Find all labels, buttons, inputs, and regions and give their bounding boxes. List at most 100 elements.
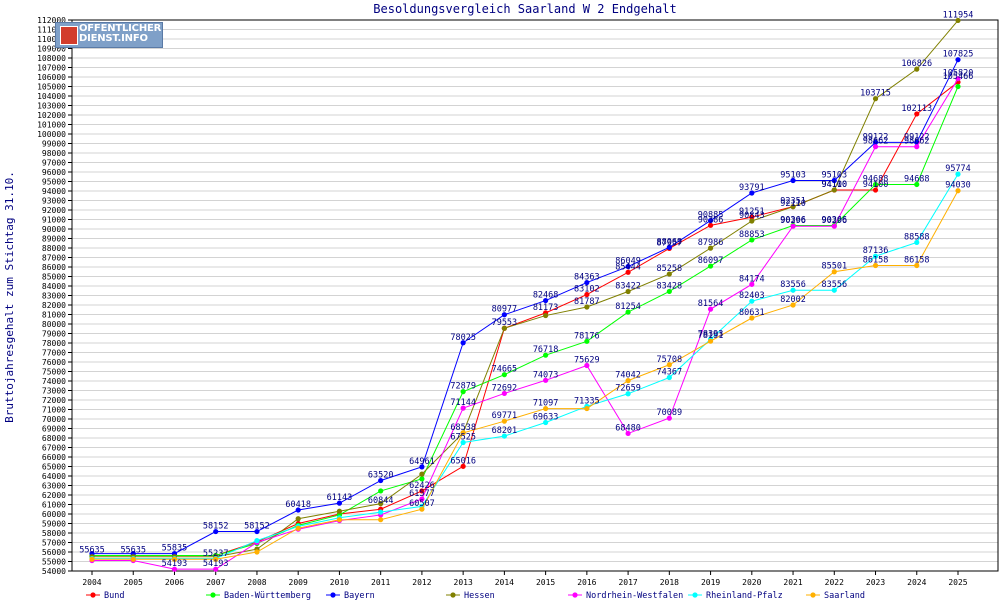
y-tick-label: 58000	[42, 529, 66, 538]
data-label: 98662	[863, 137, 889, 147]
legend-label: Saarland	[824, 591, 865, 600]
data-point	[625, 309, 631, 315]
data-label: 64961	[409, 457, 435, 467]
data-point	[501, 390, 507, 397]
y-tick-label: 103000	[37, 102, 66, 111]
x-tick-label: 2012	[412, 578, 431, 587]
data-point	[501, 372, 507, 378]
data-label: 85501	[821, 262, 847, 272]
y-tick-label: 63000	[42, 482, 66, 491]
y-tick-label: 98000	[42, 149, 66, 158]
y-tick-label: 64000	[42, 472, 66, 481]
data-label: 69771	[492, 411, 518, 421]
data-point	[955, 171, 961, 177]
data-point	[625, 269, 631, 275]
x-tick-label: 2014	[495, 578, 514, 587]
data-label: 81564	[698, 299, 724, 309]
data-label: 60507	[409, 499, 435, 509]
y-tick-label: 68000	[42, 434, 66, 443]
data-label: 86158	[863, 255, 889, 265]
data-point	[872, 139, 879, 145]
data-point	[543, 297, 549, 304]
data-point	[790, 177, 796, 184]
data-label: 55835	[162, 544, 188, 554]
y-tick-label: 55000	[42, 558, 66, 567]
data-point	[419, 476, 425, 482]
data-point	[831, 177, 837, 184]
data-label: 65016	[450, 456, 476, 466]
y-tick-label: 61000	[42, 501, 66, 510]
data-point	[378, 517, 384, 523]
data-point	[543, 352, 549, 358]
data-point	[584, 405, 590, 412]
y-tick-label: 108000	[37, 54, 66, 63]
data-label: 95103	[821, 171, 847, 181]
y-tick-label: 106000	[37, 73, 66, 82]
y-tick-label: 73000	[42, 387, 66, 396]
y-tick-label: 62000	[42, 491, 66, 500]
data-point	[295, 525, 301, 531]
y-tick-label: 92000	[42, 206, 66, 215]
data-point	[213, 566, 219, 572]
data-point	[749, 214, 755, 220]
data-point	[171, 566, 178, 572]
legend-swatch-marker	[210, 592, 216, 598]
legend-swatch-marker	[450, 592, 456, 598]
data-point	[707, 263, 714, 269]
y-tick-label: 84000	[42, 282, 66, 291]
data-point	[914, 111, 920, 117]
data-label: 83556	[821, 280, 847, 290]
data-point	[707, 245, 714, 251]
data-label: 54193	[203, 559, 229, 569]
y-tick-label: 71000	[42, 406, 66, 415]
data-point	[914, 144, 920, 150]
legend-swatch-marker	[90, 592, 96, 598]
data-label: 75629	[574, 356, 600, 366]
x-tick-label: 2004	[82, 578, 101, 587]
y-tick-label: 59000	[42, 520, 66, 529]
data-point	[790, 204, 796, 210]
data-label: 82468	[533, 291, 559, 301]
data-label: 74367	[657, 368, 683, 378]
logo: OFFENTLICHER DIENST.INFO	[55, 22, 163, 48]
data-label: 86049	[615, 257, 641, 267]
y-tick-label: 105000	[37, 83, 66, 92]
data-label: 94110	[821, 180, 847, 190]
data-point	[749, 281, 755, 287]
y-tick-label: 74000	[42, 377, 66, 386]
data-label: 75708	[657, 355, 683, 365]
data-point	[378, 501, 384, 507]
data-label: 72692	[492, 383, 518, 393]
data-label: 78393	[698, 329, 724, 339]
data-label: 67525	[450, 433, 476, 443]
data-point	[707, 338, 714, 344]
data-label: 87986	[698, 238, 724, 248]
data-point	[872, 187, 879, 193]
data-label: 105820	[943, 69, 974, 79]
data-label: 72659	[615, 384, 641, 394]
data-label: 79553	[492, 318, 518, 328]
data-label: 94688	[863, 174, 889, 184]
y-tick-label: 75000	[42, 368, 66, 377]
data-point	[584, 279, 590, 286]
data-label: 80977	[492, 305, 518, 315]
data-point	[955, 188, 961, 194]
series-line	[92, 20, 959, 558]
data-label: 90366	[780, 216, 806, 226]
data-point	[955, 76, 961, 82]
data-point	[625, 378, 631, 384]
data-label: 61143	[327, 493, 353, 503]
legend-label: Rheinland-Pfalz	[706, 591, 783, 600]
data-point	[749, 190, 755, 196]
data-point	[872, 96, 879, 102]
data-point	[625, 430, 631, 437]
data-point	[666, 374, 672, 381]
data-label: 88853	[739, 230, 765, 240]
data-label: 90296	[821, 216, 847, 226]
y-tick-label: 85000	[42, 273, 66, 282]
data-label: 71097	[533, 399, 559, 409]
data-label: 105466	[943, 72, 974, 82]
legend-swatch-marker	[692, 592, 698, 598]
